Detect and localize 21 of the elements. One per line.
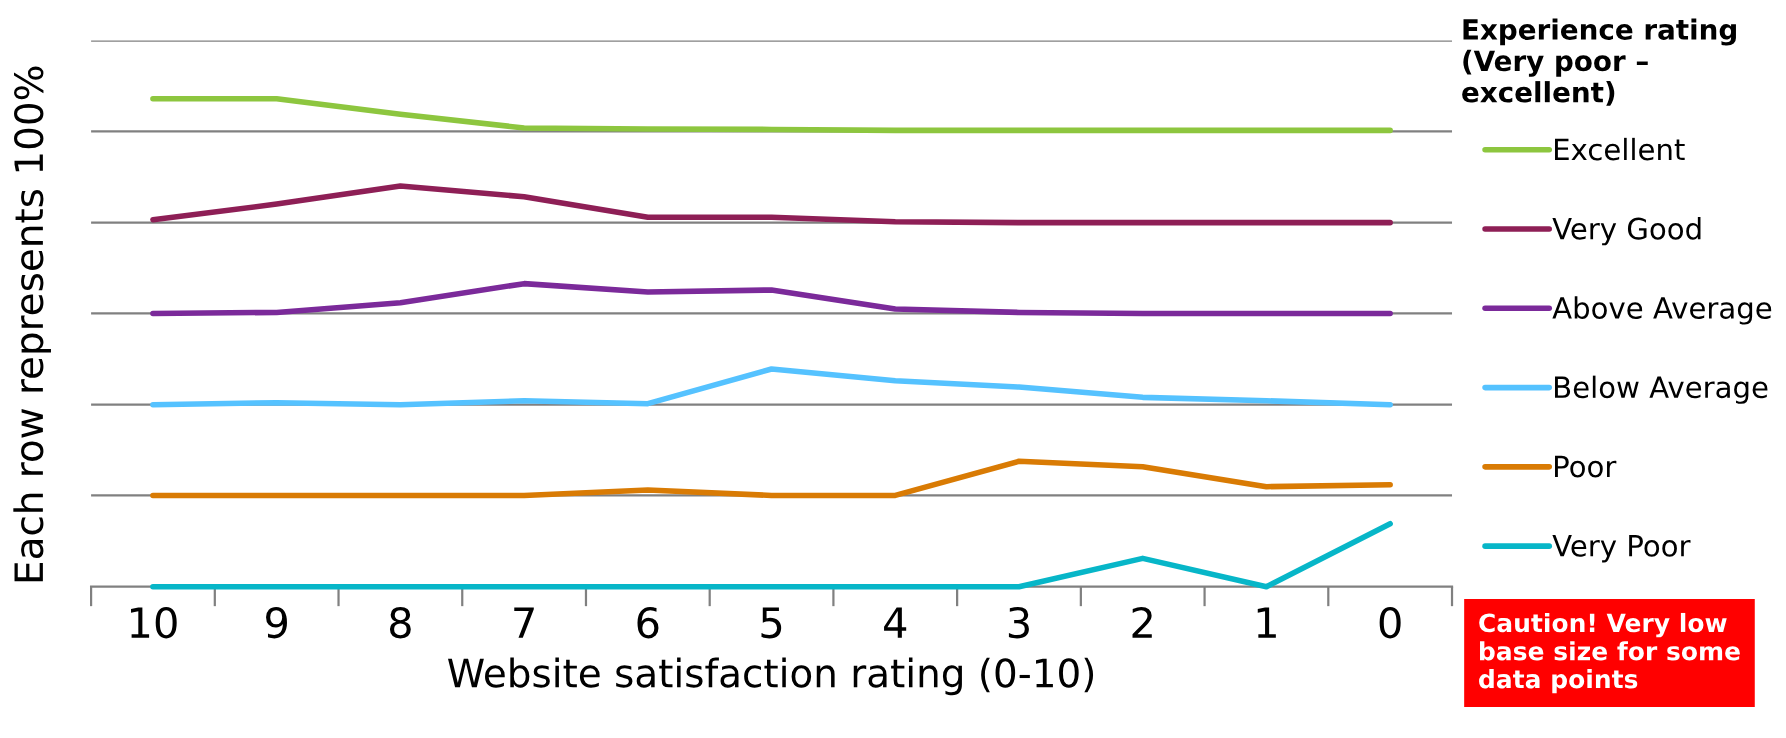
x-tick-label: 2 bbox=[1132, 606, 1152, 638]
legend-label: Below Average bbox=[1555, 375, 1768, 404]
x-axis-title: Website satisfaction rating (0-10) bbox=[448, 657, 1094, 696]
legend-title: Experience rating (Very poor – excellent) bbox=[1462, 18, 1736, 106]
x-tick-label: 8 bbox=[389, 606, 411, 639]
legend-label: Poor bbox=[1555, 455, 1617, 478]
x-tick-label: 5 bbox=[761, 607, 782, 639]
legend-label: Very Good bbox=[1552, 217, 1701, 246]
x-tick-label: 10 bbox=[131, 606, 177, 639]
legend-label: Above Average bbox=[1552, 296, 1772, 325]
x-tick-label: 0 bbox=[1379, 606, 1401, 639]
x-tick-label: 6 bbox=[637, 606, 659, 639]
x-tick-label: 7 bbox=[514, 607, 534, 638]
x-tick-label: 1 bbox=[1257, 607, 1276, 638]
x-tick-label: 9 bbox=[266, 606, 287, 639]
text: Caution! Very low base size for some data points bbox=[1479, 612, 1740, 694]
y-axis-title: Each row represents 100% bbox=[13, 66, 51, 582]
legend-label: Very Poor bbox=[1552, 535, 1691, 563]
x-tick-label: 4 bbox=[884, 607, 907, 638]
x-tick-label: 3 bbox=[1008, 606, 1029, 639]
legend-label: Excellent bbox=[1555, 137, 1685, 161]
